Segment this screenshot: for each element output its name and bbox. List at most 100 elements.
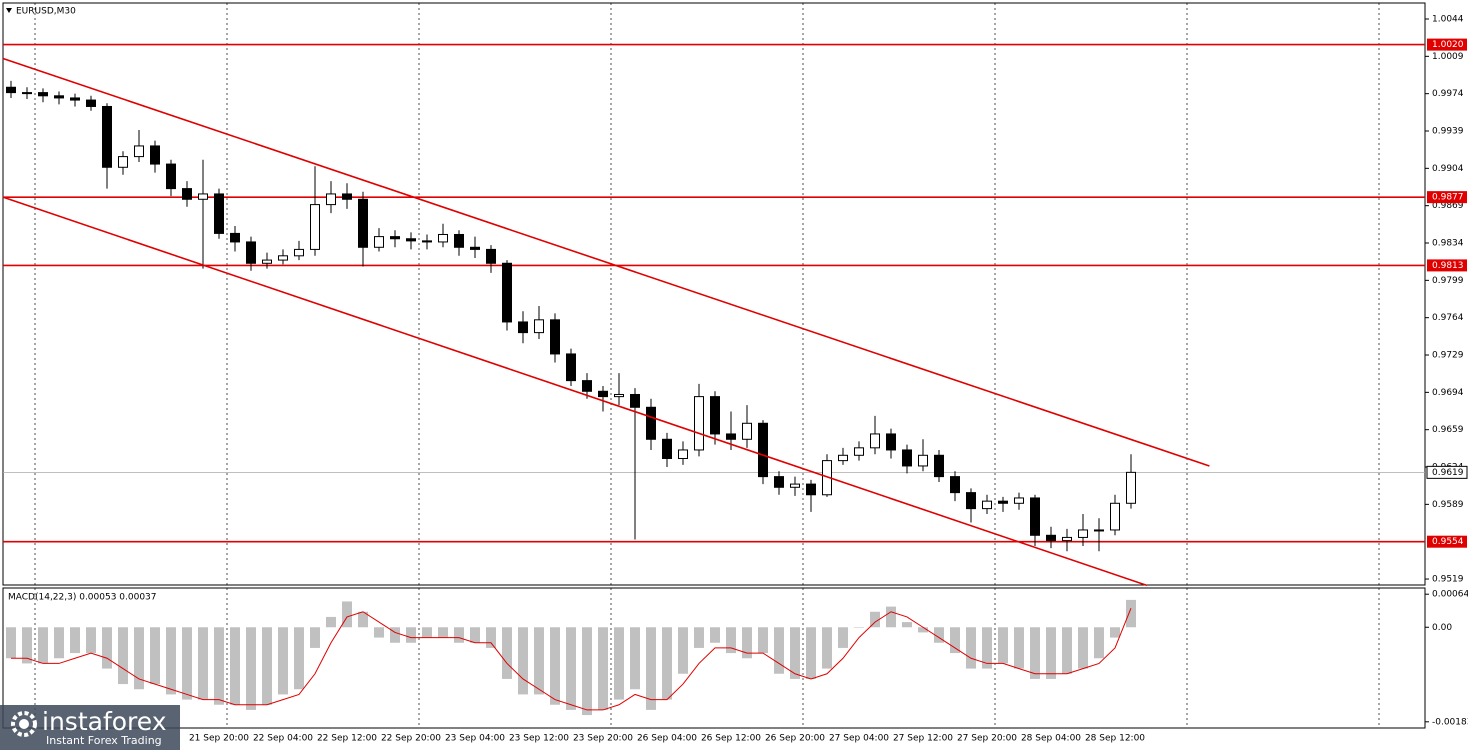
plot [2, 43, 1425, 716]
macd-bar [70, 627, 80, 654]
candle-body [406, 238, 416, 242]
y-tick-label: 0.9589 [1432, 500, 1464, 510]
macd-bar [758, 627, 768, 654]
macd-bar [1046, 627, 1056, 679]
macd-bar [438, 627, 448, 638]
x-tick-label: 28 Sep 04:00 [1021, 734, 1081, 744]
logo-brand: instaforex [42, 707, 167, 736]
candle-body [182, 188, 192, 200]
candle-body [326, 193, 336, 206]
y-tick-label: 0.9834 [1432, 239, 1464, 249]
y-tick-label: 0.9764 [1432, 313, 1464, 323]
candle-body [966, 492, 976, 510]
candle-body [6, 86, 16, 94]
trend-line [2, 196, 1148, 587]
macd-bar [406, 627, 416, 643]
candle-body [102, 105, 112, 168]
macd-bar [486, 627, 496, 648]
candle-body [502, 262, 512, 323]
y-tick-label: 0.9904 [1432, 164, 1464, 174]
macd-bar [694, 627, 704, 648]
candle-body [614, 393, 624, 398]
macd-bar [326, 616, 336, 628]
macd-bar [918, 627, 928, 633]
candle-body [230, 232, 240, 243]
candle-body [742, 422, 752, 440]
level-box [1427, 535, 1467, 548]
macd-title: MACD(14,22,3) 0.00053 0.00037 [8, 593, 157, 603]
macd-bar [982, 627, 992, 669]
y-tick-label: 0.9869 [1432, 201, 1464, 211]
x-tick-label: 22 Sep 04:00 [253, 734, 313, 744]
candle-body [934, 454, 944, 478]
candle-body [166, 163, 176, 190]
level-label: 1.0020 [1432, 40, 1464, 50]
macd-bar [742, 627, 752, 659]
candle-body [950, 476, 960, 494]
candle-body [630, 393, 640, 408]
title-arrow [6, 8, 12, 13]
macd-bar [342, 601, 352, 628]
candle-body [982, 500, 992, 510]
macd-bar [822, 627, 832, 669]
candle-body [662, 438, 672, 459]
candle-body [758, 422, 768, 478]
macd-bar [870, 611, 880, 628]
macd-bar [854, 627, 864, 628]
candle-body [454, 233, 464, 248]
candle-body [774, 476, 784, 488]
last-price-box [1426, 465, 1468, 479]
x-tick-label: 22 Sep 20:00 [381, 734, 441, 744]
candle-body [22, 92, 32, 95]
y-tick-label: 0.9694 [1432, 388, 1464, 398]
macd-bar [374, 627, 384, 638]
candle-body [854, 447, 864, 456]
x-tick-label: 26 Sep 04:00 [637, 734, 697, 744]
candle-body [518, 321, 528, 334]
macd-bar [902, 622, 912, 628]
y-tick-label: 0.00064 [1432, 590, 1468, 600]
macd-bar [614, 627, 624, 700]
watermark: instaforex Instant Forex Trading [0, 705, 180, 750]
candle-body [278, 255, 288, 261]
candle-body [998, 500, 1008, 504]
candle-body [486, 248, 496, 264]
macd-bar [390, 627, 400, 643]
macd-bar [134, 627, 144, 690]
x-tick-label: 26 Sep 20:00 [765, 734, 825, 744]
macd-bar [214, 627, 224, 705]
y-tick-label: 0.9799 [1432, 276, 1464, 286]
macd-bar [118, 627, 128, 685]
macd-bar [806, 627, 816, 679]
candle-body [694, 396, 704, 451]
macd-bar [934, 627, 944, 643]
candle-body [870, 433, 880, 449]
candle-body [150, 145, 160, 165]
candle-body [1094, 529, 1104, 532]
candle-body [374, 236, 384, 248]
macd-bar [630, 627, 640, 690]
logo-icon-core [19, 719, 29, 729]
macd-bar [678, 627, 688, 674]
candle-body [1062, 536, 1072, 542]
macd-bar [886, 606, 896, 628]
macd-bar [566, 627, 576, 710]
x-tick-label: 28 Sep 12:00 [1085, 734, 1145, 744]
macd-bar [582, 627, 592, 716]
candle-body [550, 319, 560, 355]
candle-body [54, 95, 64, 99]
grid [3, 3, 1429, 728]
macd-bar [790, 627, 800, 679]
level-box [1427, 259, 1467, 272]
macd-bar [310, 627, 320, 648]
macd-bar [294, 627, 304, 690]
level-box [1427, 38, 1467, 51]
x-tick-label: 27 Sep 04:00 [829, 734, 889, 744]
macd-bar [422, 627, 432, 638]
macd-bar [950, 627, 960, 654]
y-tick-label: 0.9659 [1432, 425, 1464, 435]
candle-body [1014, 497, 1024, 504]
candle-body [262, 259, 272, 264]
macd-bar [470, 627, 480, 643]
